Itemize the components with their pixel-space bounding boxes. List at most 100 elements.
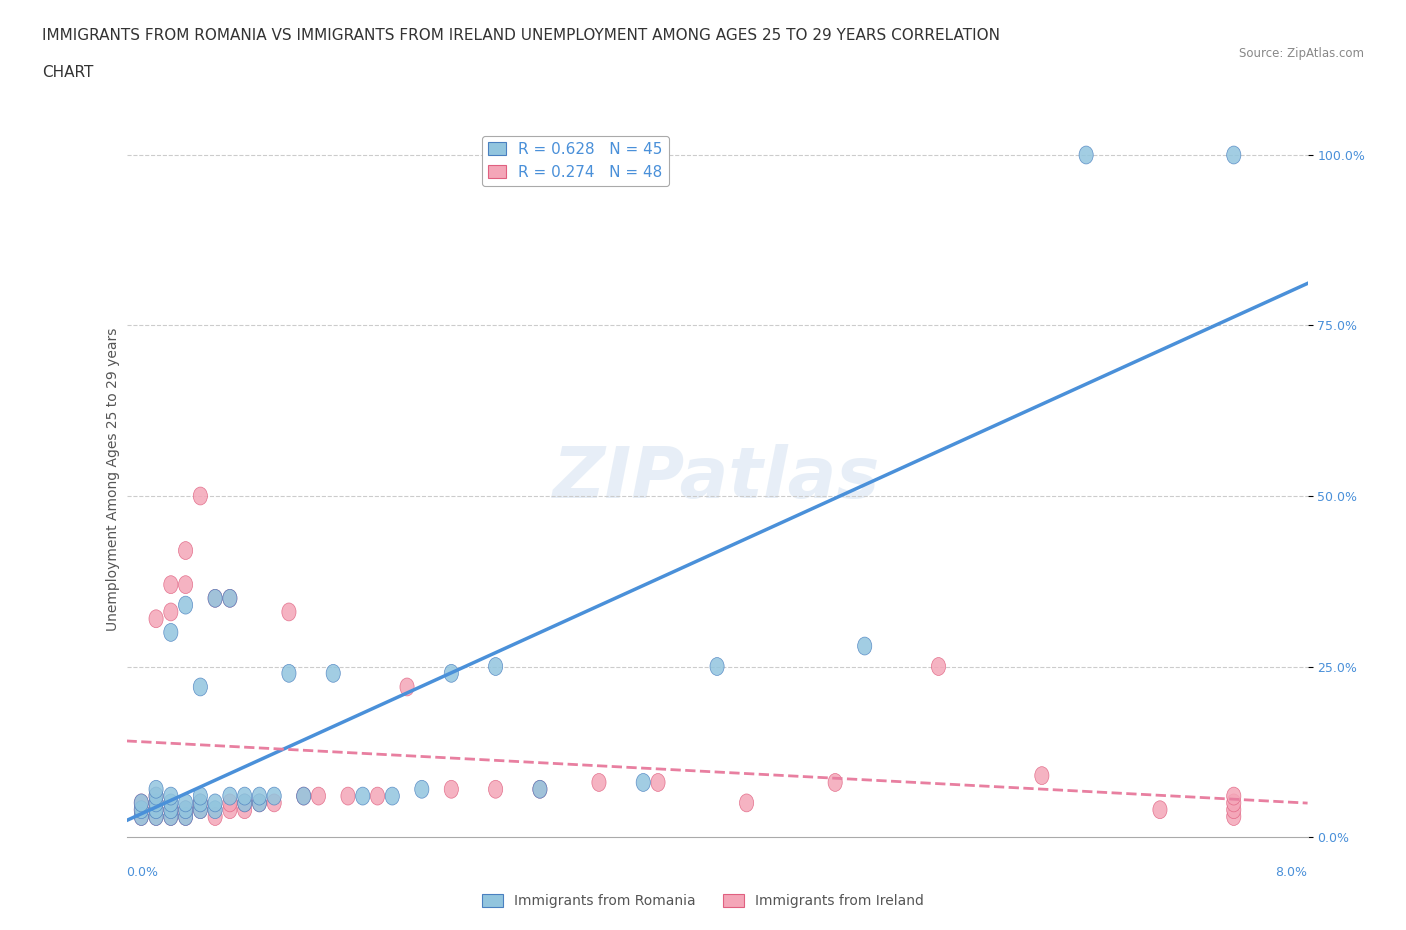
Ellipse shape — [149, 794, 163, 812]
Ellipse shape — [651, 774, 665, 791]
Ellipse shape — [193, 787, 208, 805]
Ellipse shape — [1035, 766, 1049, 785]
Ellipse shape — [193, 794, 208, 812]
Ellipse shape — [252, 794, 267, 812]
Ellipse shape — [828, 774, 842, 791]
Ellipse shape — [149, 787, 163, 805]
Ellipse shape — [193, 794, 208, 812]
Ellipse shape — [267, 787, 281, 805]
Ellipse shape — [222, 794, 238, 812]
Text: 8.0%: 8.0% — [1275, 866, 1308, 879]
Text: Source: ZipAtlas.com: Source: ZipAtlas.com — [1239, 46, 1364, 60]
Ellipse shape — [533, 780, 547, 798]
Ellipse shape — [179, 801, 193, 818]
Ellipse shape — [222, 590, 238, 607]
Ellipse shape — [710, 658, 724, 675]
Ellipse shape — [592, 774, 606, 791]
Ellipse shape — [208, 794, 222, 812]
Text: IMMIGRANTS FROM ROMANIA VS IMMIGRANTS FROM IRELAND UNEMPLOYMENT AMONG AGES 25 TO: IMMIGRANTS FROM ROMANIA VS IMMIGRANTS FR… — [42, 28, 1000, 43]
Ellipse shape — [134, 807, 149, 826]
Ellipse shape — [488, 658, 503, 675]
Ellipse shape — [1226, 146, 1241, 164]
Ellipse shape — [193, 801, 208, 818]
Ellipse shape — [297, 787, 311, 805]
Ellipse shape — [149, 780, 163, 798]
Ellipse shape — [281, 664, 297, 683]
Ellipse shape — [238, 787, 252, 805]
Ellipse shape — [134, 807, 149, 826]
Ellipse shape — [340, 787, 356, 805]
Ellipse shape — [149, 794, 163, 812]
Ellipse shape — [415, 780, 429, 798]
Ellipse shape — [193, 801, 208, 818]
Ellipse shape — [636, 774, 651, 791]
Ellipse shape — [1153, 801, 1167, 818]
Ellipse shape — [222, 787, 238, 805]
Ellipse shape — [163, 807, 179, 826]
Ellipse shape — [149, 801, 163, 818]
Ellipse shape — [444, 780, 458, 798]
Ellipse shape — [208, 807, 222, 826]
Ellipse shape — [134, 801, 149, 818]
Ellipse shape — [179, 801, 193, 818]
Ellipse shape — [193, 487, 208, 505]
Ellipse shape — [163, 603, 179, 621]
Ellipse shape — [238, 801, 252, 818]
Ellipse shape — [399, 678, 415, 696]
Ellipse shape — [208, 801, 222, 818]
Ellipse shape — [252, 787, 267, 805]
Ellipse shape — [179, 794, 193, 812]
Ellipse shape — [1226, 801, 1241, 818]
Ellipse shape — [238, 794, 252, 812]
Ellipse shape — [149, 801, 163, 818]
Ellipse shape — [222, 590, 238, 607]
Text: ZIPatlas: ZIPatlas — [554, 445, 880, 513]
Text: CHART: CHART — [42, 65, 94, 80]
Ellipse shape — [179, 576, 193, 593]
Ellipse shape — [1226, 794, 1241, 812]
Ellipse shape — [858, 637, 872, 655]
Ellipse shape — [163, 623, 179, 642]
Ellipse shape — [931, 658, 946, 675]
Ellipse shape — [488, 780, 503, 798]
Y-axis label: Unemployment Among Ages 25 to 29 years: Unemployment Among Ages 25 to 29 years — [105, 327, 120, 631]
Ellipse shape — [444, 664, 458, 683]
Ellipse shape — [149, 807, 163, 826]
Ellipse shape — [163, 801, 179, 818]
Ellipse shape — [163, 801, 179, 818]
Ellipse shape — [238, 794, 252, 812]
Ellipse shape — [222, 801, 238, 818]
Ellipse shape — [179, 596, 193, 614]
Text: 0.0%: 0.0% — [127, 866, 159, 879]
Ellipse shape — [326, 664, 340, 683]
Ellipse shape — [163, 576, 179, 593]
Ellipse shape — [297, 787, 311, 805]
Ellipse shape — [267, 794, 281, 812]
Ellipse shape — [179, 807, 193, 826]
Ellipse shape — [193, 678, 208, 696]
Ellipse shape — [356, 787, 370, 805]
Ellipse shape — [179, 541, 193, 560]
Ellipse shape — [134, 801, 149, 818]
Legend: R = 0.628   N = 45, R = 0.274   N = 48: R = 0.628 N = 45, R = 0.274 N = 48 — [482, 136, 669, 186]
Ellipse shape — [533, 780, 547, 798]
Ellipse shape — [1226, 787, 1241, 805]
Ellipse shape — [1226, 807, 1241, 826]
Ellipse shape — [1078, 146, 1094, 164]
Ellipse shape — [134, 794, 149, 812]
Ellipse shape — [163, 807, 179, 826]
Ellipse shape — [740, 794, 754, 812]
Ellipse shape — [134, 794, 149, 812]
Ellipse shape — [385, 787, 399, 805]
Ellipse shape — [163, 787, 179, 805]
Ellipse shape — [281, 603, 297, 621]
Ellipse shape — [208, 590, 222, 607]
Ellipse shape — [252, 794, 267, 812]
Ellipse shape — [149, 610, 163, 628]
Ellipse shape — [311, 787, 326, 805]
Ellipse shape — [179, 807, 193, 826]
Ellipse shape — [208, 590, 222, 607]
Ellipse shape — [149, 787, 163, 805]
Ellipse shape — [163, 794, 179, 812]
Legend: Immigrants from Romania, Immigrants from Ireland: Immigrants from Romania, Immigrants from… — [477, 889, 929, 914]
